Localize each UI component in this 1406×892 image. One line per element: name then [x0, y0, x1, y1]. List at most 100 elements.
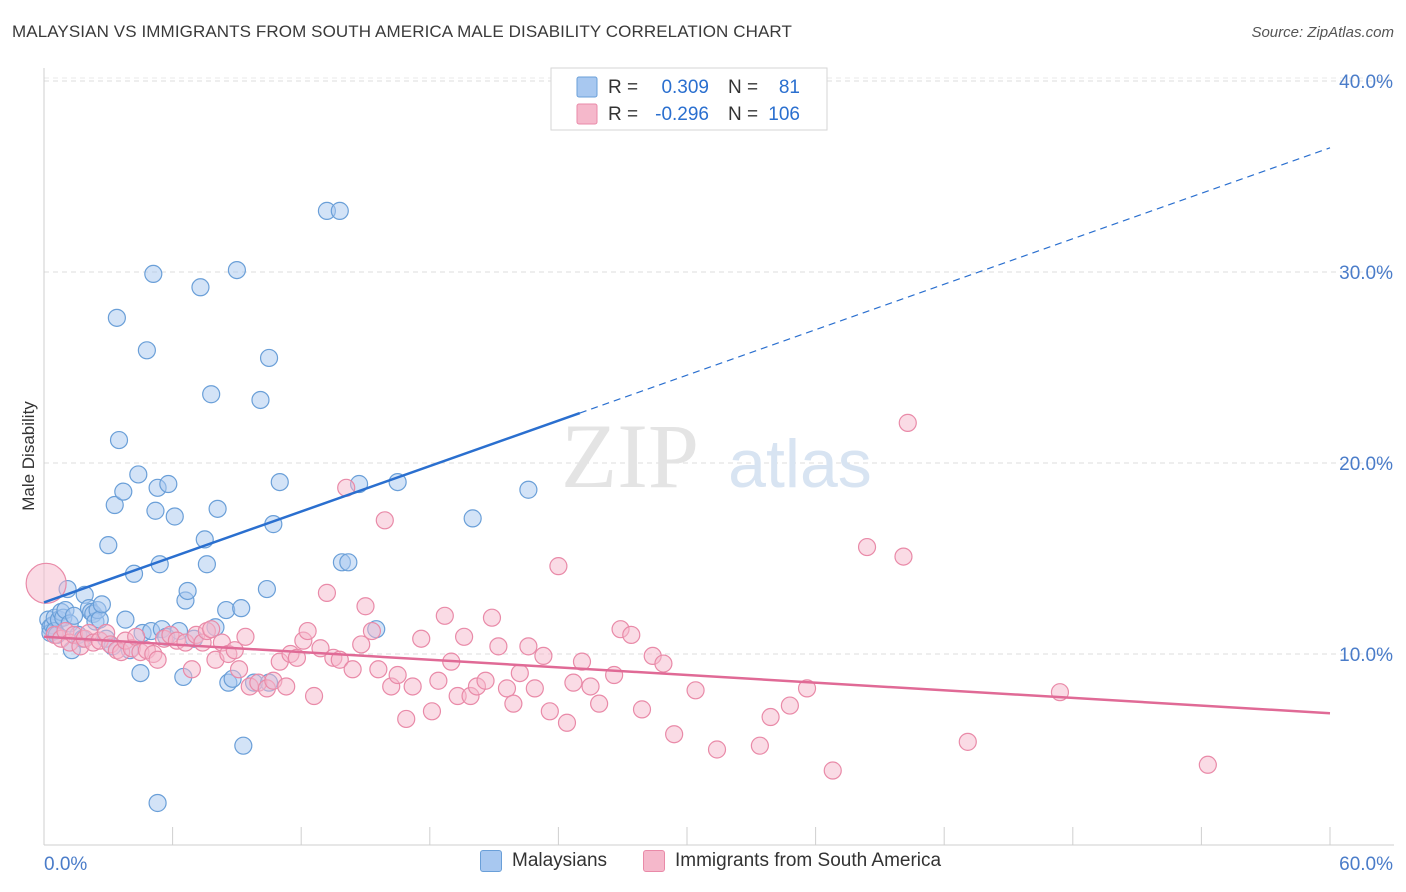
data-point-malaysians [463, 509, 482, 528]
data-point-immigrants [581, 677, 600, 696]
data-point-immigrants [590, 694, 609, 713]
legend-label-immigrants: Immigrants from South America [675, 850, 942, 871]
data-point-malaysians [137, 341, 156, 360]
data-point-malaysians [257, 579, 277, 599]
data-point-immigrants [898, 413, 917, 432]
data-point-immigrants [797, 679, 817, 698]
gridlines [44, 77, 1394, 655]
data-point-malaysians [208, 499, 227, 518]
data-point-malaysians [107, 308, 126, 327]
data-point-immigrants [686, 681, 705, 700]
series-immigrants [25, 413, 1217, 780]
data-point-malaysians [202, 385, 221, 404]
data-point-malaysians [178, 581, 197, 601]
data-point-immigrants [750, 736, 769, 755]
data-point-immigrants [519, 637, 538, 656]
data-point-immigrants [422, 702, 442, 721]
data-point-immigrants [202, 620, 221, 639]
data-point-malaysians [232, 599, 251, 618]
y-tick-label: 30.0% [1339, 263, 1393, 284]
data-point-malaysians [217, 600, 236, 620]
data-point-immigrants [352, 635, 371, 654]
data-point-immigrants [304, 686, 324, 706]
data-point-malaysians [116, 610, 135, 629]
data-point-immigrants [540, 702, 559, 721]
legend-swatch-immigrants [643, 850, 665, 872]
data-point-immigrants [622, 625, 641, 645]
trend-line-solid [43, 635, 1331, 715]
data-point-immigrants [429, 671, 448, 690]
legend-swatch-pink [576, 103, 598, 125]
data-point-malaysians [64, 606, 84, 625]
data-point-immigrants [388, 665, 407, 685]
legend-n-value-2: 106 [768, 104, 800, 125]
data-point-malaysians [114, 482, 133, 501]
data-point-malaysians [105, 495, 124, 515]
data-point-malaysians [165, 507, 184, 526]
data-point-immigrants [761, 707, 780, 727]
data-point-immigrants [823, 761, 842, 780]
data-point-malaysians [330, 201, 349, 220]
legend-r-label-2: R = [608, 104, 638, 125]
legend-swatch-malaysians [480, 850, 502, 872]
data-point-immigrants [510, 663, 529, 683]
data-point-immigrants [894, 547, 913, 566]
data-point-immigrants [549, 557, 568, 576]
legend-swatch-blue [576, 76, 598, 98]
data-point-malaysians [99, 536, 118, 555]
data-point-immigrants [435, 606, 454, 625]
data-point-immigrants [654, 654, 673, 673]
data-point-malaysians [148, 793, 167, 813]
data-point-immigrants [369, 660, 388, 679]
data-point-immigrants [148, 650, 167, 669]
data-point-immigrants [665, 725, 684, 744]
data-point-immigrants [605, 665, 624, 685]
y-tick-label: 40.0% [1339, 72, 1393, 93]
chart-source: Source: ZipAtlas.com [1251, 24, 1394, 41]
watermark-zip: ZIP [561, 405, 699, 507]
data-point-immigrants [564, 673, 583, 692]
data-point-malaysians [339, 553, 358, 572]
data-point-malaysians [144, 264, 163, 284]
data-point-immigrants [403, 677, 422, 696]
series-legend: Malaysians Immigrants from South America [0, 850, 1406, 880]
trend-lines [43, 147, 1331, 715]
legend-r-label-1: R = [608, 77, 638, 98]
data-point-immigrants [525, 679, 544, 698]
data-point-malaysians [159, 474, 178, 494]
data-point-malaysians [146, 501, 165, 520]
axes [43, 68, 1394, 846]
trend-line-solid [43, 411, 581, 604]
y-axis-label: Male Disability [19, 401, 38, 511]
data-point-immigrants [343, 660, 362, 679]
data-point-immigrants [557, 713, 577, 732]
data-point-malaysians [197, 555, 216, 574]
data-point-malaysians [234, 736, 253, 755]
tick-labels: 10.0% 20.0% 30.0% 40.0% 0.0% 60.0% [44, 72, 1393, 875]
legend-r-value-1: 0.309 [661, 77, 709, 98]
data-point-immigrants [317, 583, 337, 602]
data-point-immigrants [707, 740, 727, 759]
data-point-immigrants [504, 694, 523, 713]
x-tick-label: 60.0% [1339, 854, 1393, 875]
legend-n-value-1: 81 [779, 77, 800, 98]
data-point-immigrants [534, 646, 553, 666]
data-point-immigrants [958, 732, 977, 751]
data-point-immigrants [412, 629, 431, 648]
legend-n-label-1: N = [728, 77, 758, 98]
data-point-malaysians [92, 595, 111, 614]
x-tick-label: 0.0% [44, 854, 87, 875]
legend-r-value-2: -0.296 [655, 104, 709, 125]
data-point-immigrants [632, 700, 652, 719]
chart-title: MALAYSIAN VS IMMIGRANTS FROM SOUTH AMERI… [12, 22, 792, 41]
data-point-immigrants [572, 652, 592, 671]
data-point-immigrants [225, 641, 244, 660]
series-malaysians [39, 201, 538, 813]
data-point-immigrants [454, 627, 474, 646]
data-point-immigrants [476, 671, 495, 690]
trend-line-dashed [579, 147, 1331, 414]
data-point-immigrants [497, 679, 517, 698]
data-point-immigrants [229, 660, 249, 679]
watermark-atlas: atlas [728, 426, 872, 502]
data-point-immigrants [482, 608, 502, 627]
